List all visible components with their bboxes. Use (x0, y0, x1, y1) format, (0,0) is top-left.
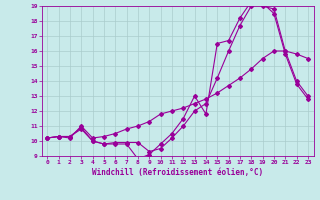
X-axis label: Windchill (Refroidissement éolien,°C): Windchill (Refroidissement éolien,°C) (92, 168, 263, 177)
